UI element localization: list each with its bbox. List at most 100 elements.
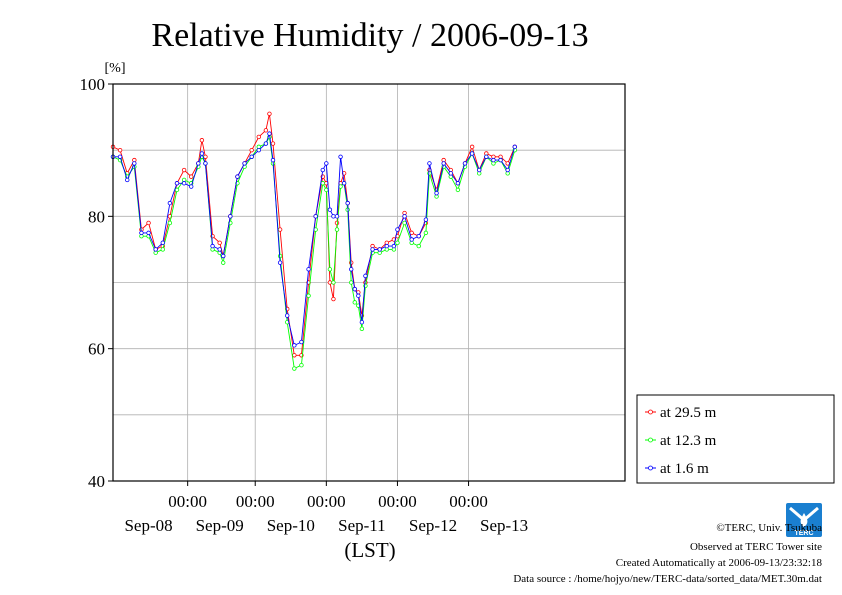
x-date-label: Sep-09 (196, 516, 244, 535)
y-tick-label: 40 (88, 472, 105, 491)
data-point (356, 293, 361, 298)
data-point (167, 200, 173, 206)
x-time-label: 00:00 (449, 492, 488, 511)
data-point (181, 181, 187, 186)
x-time-label: 00:00 (236, 492, 275, 511)
data-point (217, 240, 222, 245)
data-point (199, 138, 205, 143)
data-point (299, 363, 304, 368)
data-point (235, 174, 240, 179)
series-group (110, 111, 517, 371)
data-point (324, 161, 329, 166)
data-point (349, 280, 354, 285)
data-point (370, 247, 375, 252)
data-point (277, 260, 283, 265)
data-point (491, 157, 496, 163)
data-point (267, 131, 272, 136)
data-point (306, 293, 311, 298)
data-point (217, 247, 222, 252)
data-point (384, 243, 389, 249)
data-point (512, 144, 517, 150)
data-point (132, 161, 137, 166)
legend: at 29.5 m at 12.3 m at 1.6 m (636, 394, 835, 484)
x-ticks: 00:00 00:00 00:00 00:00 00:00 Sep-08 Sep-09 Sep… (124, 481, 528, 535)
grid (113, 83, 625, 482)
data-point (167, 220, 173, 226)
y-unit-label: [%] (105, 61, 126, 76)
data-point (338, 154, 343, 159)
data-point (267, 111, 272, 116)
data-point (416, 233, 421, 239)
data-point (242, 161, 247, 166)
data-point (299, 339, 304, 345)
data-point (434, 190, 439, 196)
data-point (359, 326, 365, 332)
data-point (423, 217, 429, 222)
series-line (113, 133, 516, 347)
data-point (352, 300, 357, 305)
data-point (189, 174, 194, 179)
x-time-label: 00:00 (307, 492, 346, 511)
data-point (402, 214, 407, 219)
data-point (125, 177, 130, 183)
data-point (228, 214, 233, 219)
chart-title: Relative Humidity / 2006-09-13 (151, 17, 588, 54)
data-point (448, 171, 453, 176)
data-point (477, 167, 482, 173)
legend-swatch-marker (648, 465, 653, 471)
data-point (469, 144, 475, 150)
data-point (270, 141, 276, 146)
y-ticks: 40 60 80 100 (80, 75, 113, 491)
data-point (484, 154, 489, 159)
logo-text: TERC (794, 530, 813, 537)
data-point (146, 230, 151, 236)
x-date-label: Sep-11 (338, 516, 386, 535)
data-point (327, 267, 333, 272)
x-date-label: Sep-12 (409, 516, 457, 535)
plot-frame (112, 83, 626, 482)
data-point (199, 151, 205, 156)
data-point (249, 147, 254, 153)
footer-source: Data source : /home/hojyo/new/TERC-data/… (513, 573, 822, 585)
footer-created: Created Automatically at 2006-09-13/23:3… (616, 557, 823, 569)
data-point (455, 181, 461, 186)
data-point (117, 147, 123, 153)
data-point (324, 187, 329, 193)
x-time-label: 00:00 (168, 492, 207, 511)
data-point (203, 154, 208, 159)
data-point (292, 343, 297, 348)
data-point (349, 267, 354, 272)
data-point (277, 227, 283, 232)
data-point (331, 214, 336, 219)
data-point (359, 320, 365, 325)
x-time-label: 00:00 (378, 492, 417, 511)
data-point (160, 247, 165, 252)
data-point (285, 313, 290, 318)
data-point (455, 187, 461, 193)
data-point (210, 243, 215, 249)
series-0 (110, 111, 517, 358)
legend-label: at 12.3 m (660, 433, 717, 449)
series-1 (110, 134, 517, 371)
data-point (292, 366, 297, 371)
data-point (249, 154, 254, 159)
data-point (409, 237, 414, 242)
legend-box (636, 394, 835, 484)
y-tick-label: 60 (88, 340, 105, 359)
footer-copyright: ©TERC, Univ. Tsukuba (716, 522, 822, 534)
data-point (181, 167, 187, 173)
data-point (153, 247, 158, 252)
data-point (377, 247, 382, 252)
data-point (146, 220, 151, 226)
legend-label: at 1.6 m (660, 461, 709, 477)
data-point (256, 134, 261, 140)
data-point (160, 240, 165, 245)
data-point (469, 151, 475, 156)
data-point (363, 273, 368, 279)
data-point (174, 187, 180, 193)
y-tick-label: 100 (80, 75, 106, 94)
x-date-label: Sep-08 (124, 516, 172, 535)
series-2 (110, 131, 517, 348)
data-point (327, 280, 333, 285)
data-point (117, 154, 123, 159)
